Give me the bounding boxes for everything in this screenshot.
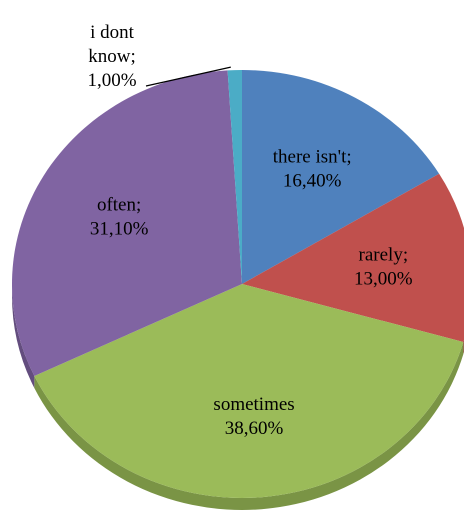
pie-slices: [12, 70, 464, 498]
data-label-i-dont-know: i dont know; 1,00%: [87, 22, 136, 91]
slice-edge-often: [12, 284, 35, 388]
data-label-rarely: rarely; 13,00%: [354, 244, 413, 289]
slice-there-isn-t: [242, 70, 440, 284]
data-label-sometimes: sometimes 38,60%: [213, 394, 294, 439]
slice-i-dont-know: [227, 70, 242, 284]
slice-sometimes: [34, 284, 464, 498]
data-label-there-isn-t: there isn't; 16,40%: [273, 147, 352, 192]
slice-rarely: [242, 173, 464, 343]
pie-labels: there isn't; 16,40% rarely; 13,00% sometimes…: [87, 22, 412, 439]
leader-line-i-dont-know: [145, 66, 231, 87]
slice-often: [12, 70, 243, 376]
data-label-often: often; 31,10%: [90, 195, 149, 240]
